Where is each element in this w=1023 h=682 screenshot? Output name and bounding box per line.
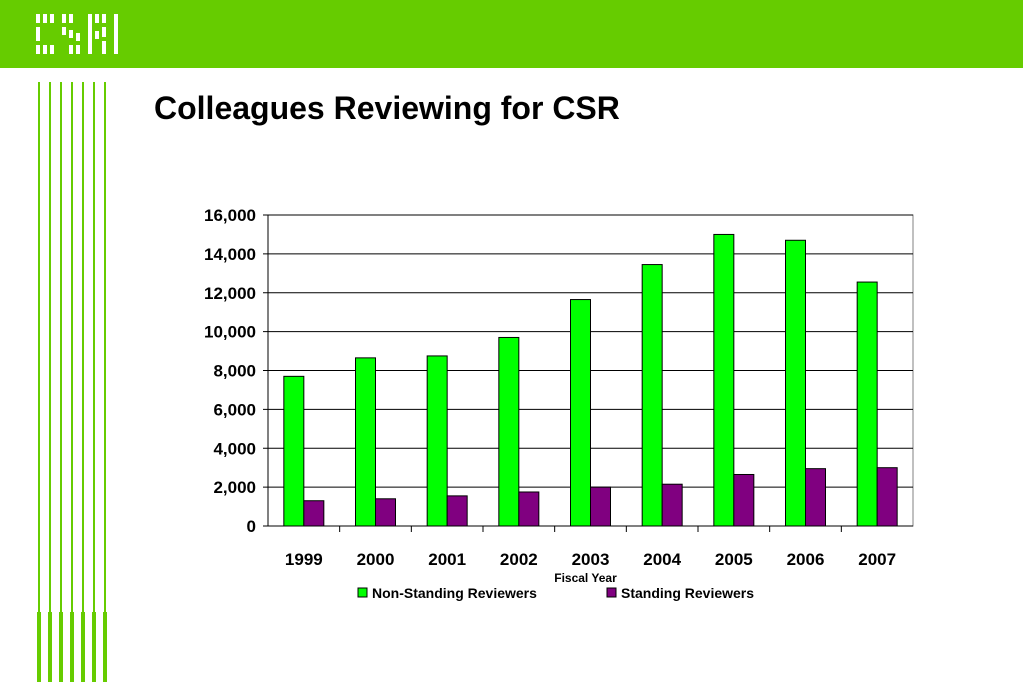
y-tick-label: 2,000 [213, 478, 256, 497]
y-tick-label: 4,000 [213, 439, 256, 458]
stripe-thin [93, 82, 95, 612]
y-tick-label: 0 [247, 517, 256, 536]
stripe-thin [71, 82, 73, 612]
legend-label: Standing Reviewers [621, 585, 754, 601]
bar-standing [876, 467, 898, 527]
x-tick-label: 2001 [428, 550, 466, 569]
stripe-thin [49, 82, 51, 612]
legend-swatch [357, 587, 368, 598]
stripe-thick [37, 612, 41, 682]
y-tick-label: 14,000 [204, 245, 256, 264]
stripe-thin [104, 82, 106, 612]
y-tick-label: 12,000 [204, 284, 256, 303]
y-tick-label: 6,000 [213, 400, 256, 419]
bar-non-standing [641, 264, 663, 527]
stripe-thick [48, 612, 52, 682]
x-tick-label: 2005 [715, 550, 753, 569]
bar-standing [590, 486, 611, 527]
stripe-thick [59, 612, 63, 682]
bar-non-standing [570, 299, 591, 527]
bar-non-standing [713, 233, 735, 527]
header-bar [0, 0, 1023, 68]
bar-non-standing [355, 357, 376, 527]
x-axis-title: Fiscal Year [554, 571, 617, 585]
y-tick-label: 8,000 [213, 362, 256, 381]
x-tick-label: 2007 [858, 550, 896, 569]
bar-non-standing [785, 239, 806, 527]
x-tick-label: 1999 [285, 550, 323, 569]
decorative-stripes [37, 82, 107, 682]
bar-standing [375, 498, 396, 527]
bar-standing [733, 473, 755, 527]
page-title: Colleagues Reviewing for CSR [154, 90, 620, 126]
csr-logo [36, 14, 118, 54]
x-tick-label: 2000 [357, 550, 395, 569]
legend-swatch [606, 587, 617, 598]
bar-non-standing [283, 375, 305, 527]
bar-non-standing [498, 336, 520, 527]
bar-non-standing [856, 281, 878, 527]
x-tick-label: 2003 [572, 550, 610, 569]
bar-standing [661, 483, 683, 527]
stripe-thin [82, 82, 84, 612]
stripe-thick [103, 612, 107, 682]
x-tick-label: 2006 [787, 550, 825, 569]
y-tick-label: 10,000 [204, 323, 256, 342]
legend-label: Non-Standing Reviewers [372, 585, 537, 601]
stripe-thin [38, 82, 40, 612]
y-tick-label: 16,000 [204, 206, 256, 225]
stripe-thick [70, 612, 74, 682]
bar-standing [518, 491, 540, 527]
stripe-thick [81, 612, 85, 682]
x-tick-label: 2004 [643, 550, 681, 569]
bar-standing [303, 500, 325, 527]
bar-non-standing [426, 355, 448, 527]
stripe-thick [92, 612, 96, 682]
bar-standing [805, 468, 826, 527]
x-tick-label: 2002 [500, 550, 538, 569]
stripe-thin [60, 82, 62, 612]
bar-standing [446, 495, 468, 527]
